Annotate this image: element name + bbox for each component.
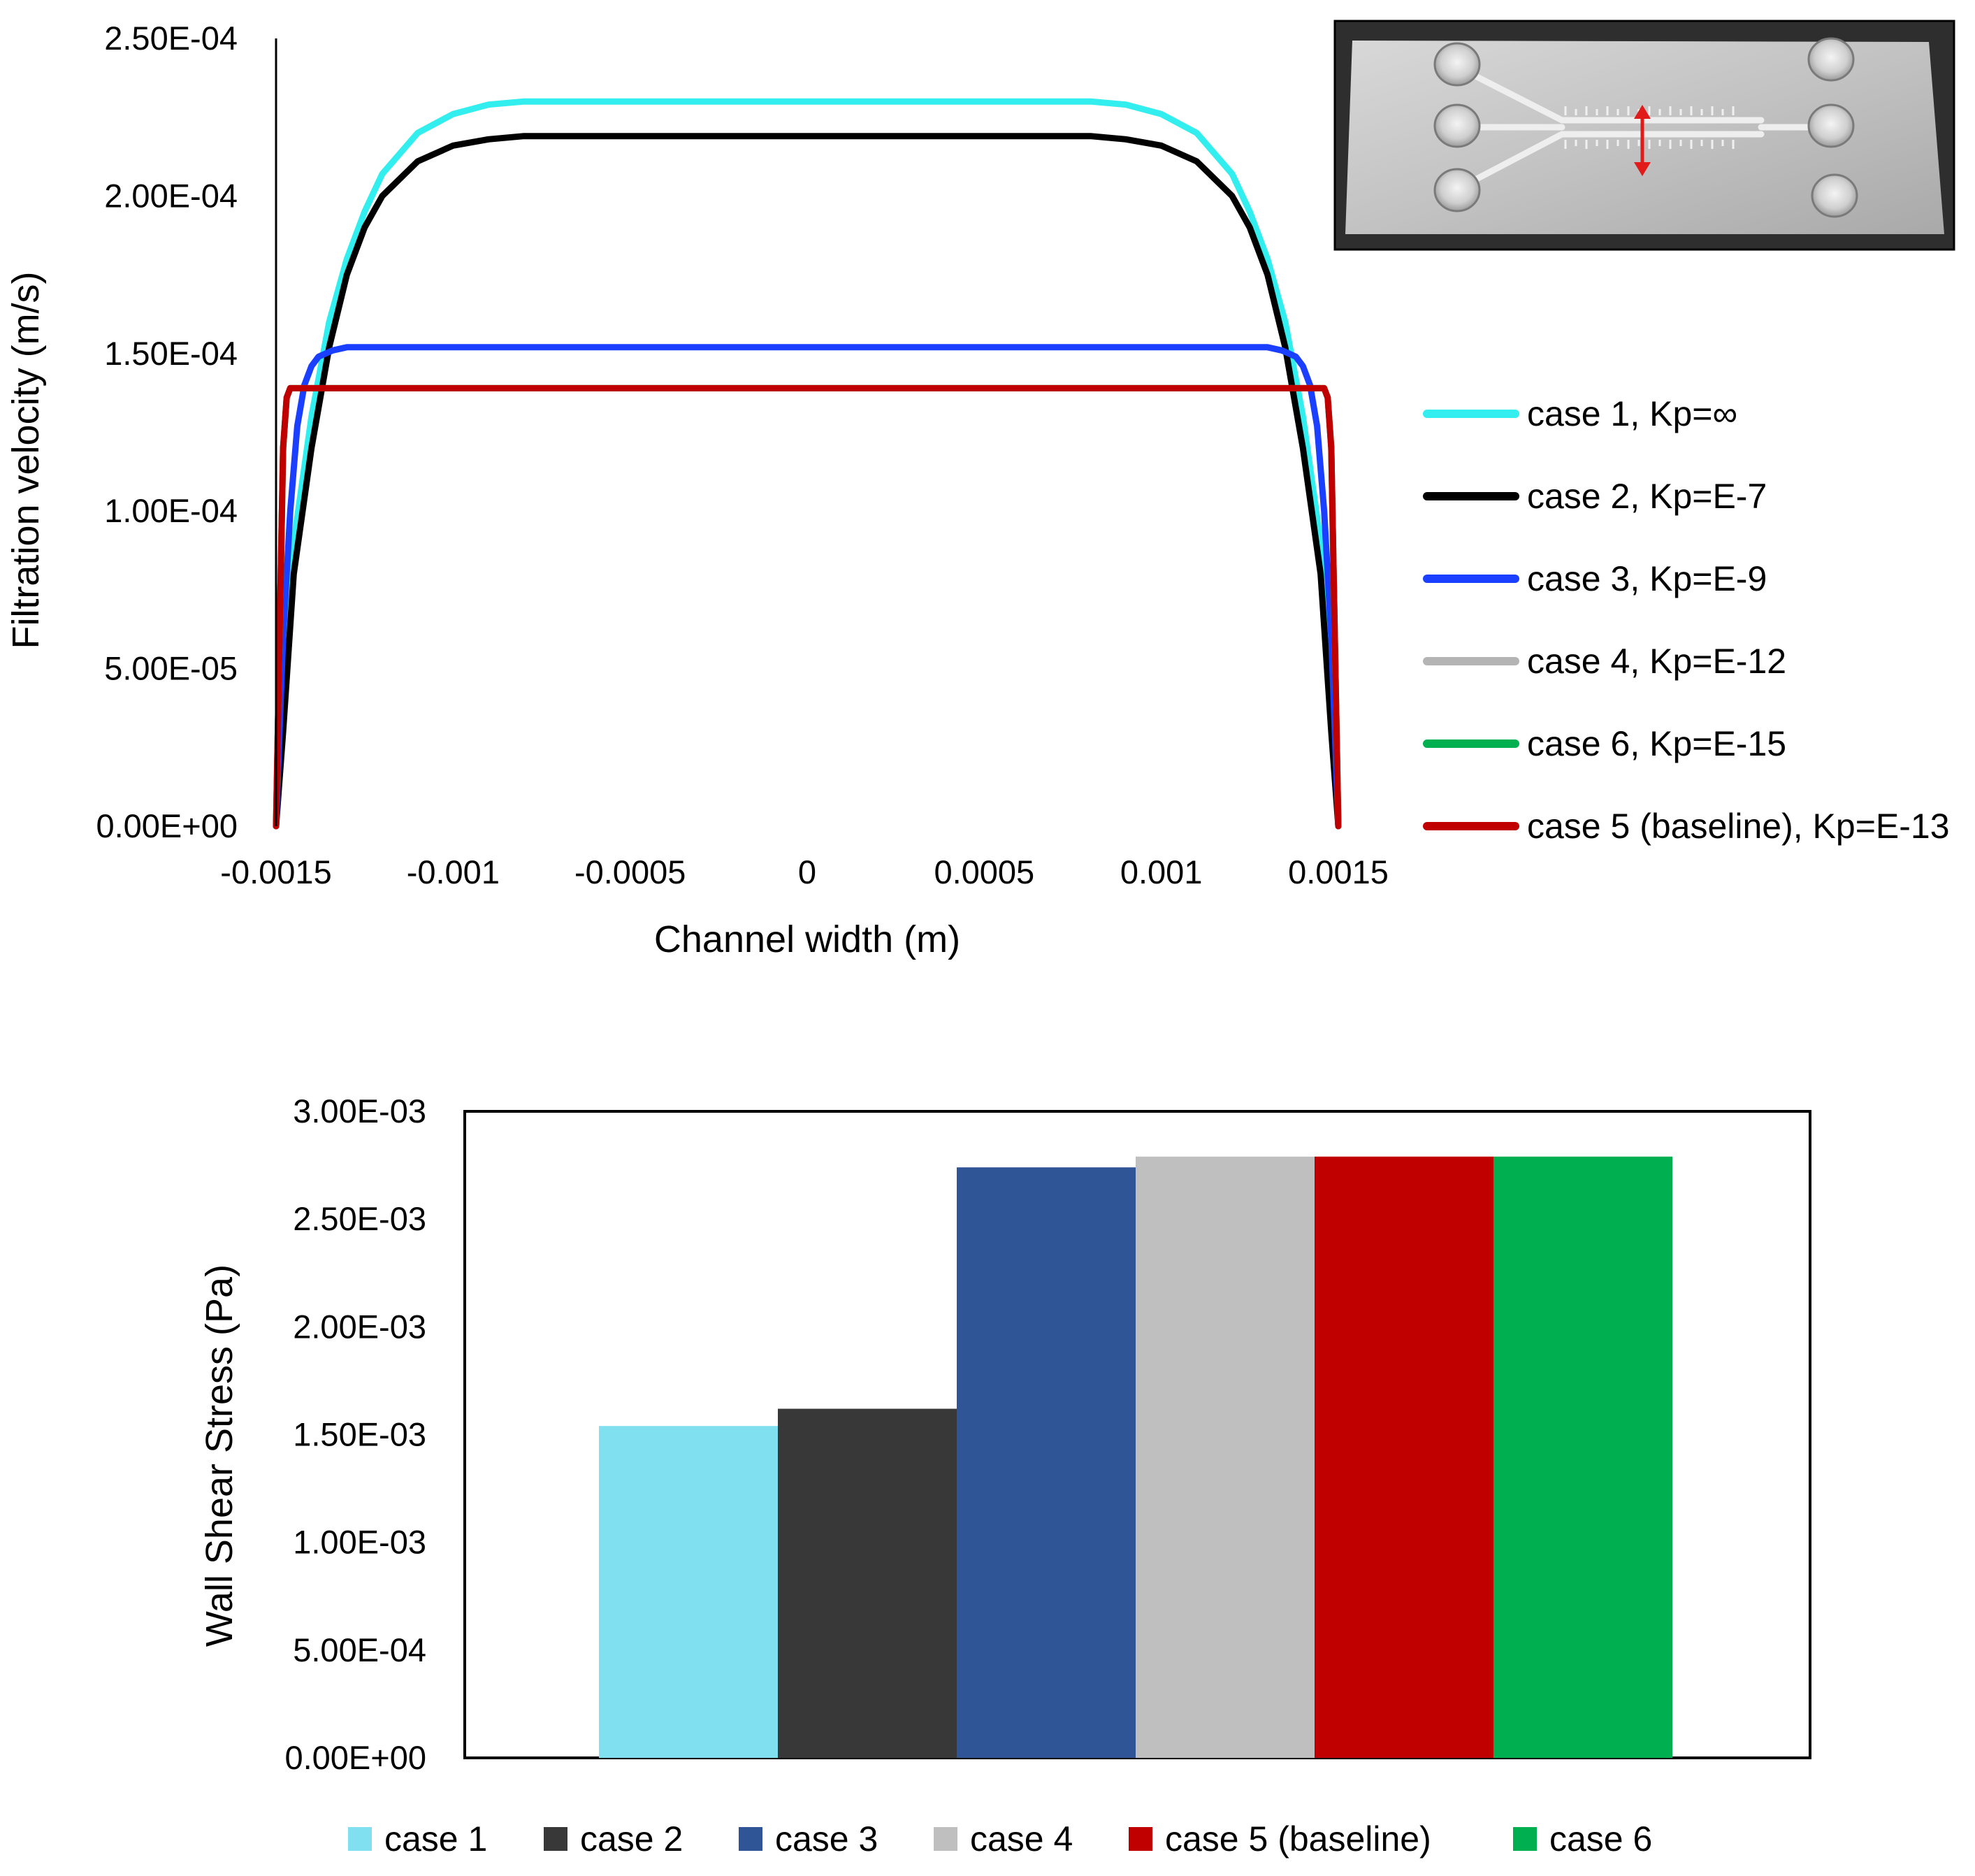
bars [599,1156,1672,1758]
legend-label: case 5 (baseline) [1165,1819,1431,1859]
y-tick-label: 2.00E-03 [293,1308,426,1345]
x-axis-title: Channel width (m) [654,918,960,960]
measurement-arrow [1634,105,1651,176]
y-tick-label: 2.00E-04 [104,177,238,214]
legend-label: case 6 [1549,1819,1652,1859]
legend-label: case 4, Kp=E-12 [1527,642,1786,681]
y-tick-label: 2.50E-04 [104,20,238,57]
legend-swatch [934,1827,957,1851]
device-photo-inset [1333,20,1955,251]
bar [1315,1156,1493,1758]
series-line [273,384,1342,830]
legend-swatch [544,1827,567,1851]
legend-label: case 2, Kp=E-7 [1527,477,1767,516]
bar [957,1167,1136,1758]
y-tick-label: 5.00E-04 [293,1631,426,1668]
y-tick-label: 0.00E+00 [96,807,238,844]
legend-label: case 5 (baseline), Kp=E-13 [1527,807,1950,846]
filtration-velocity-chart: 0.00E+00 5.00E-05 1.00E-04 1.50E-04 2.00E-04… [5,20,1955,960]
y-tick-label: 1.00E-03 [293,1524,426,1561]
legend-label: case 1 [384,1819,487,1859]
y-axis-title: Wall Shear Stress (Pa) [198,1264,240,1647]
series-line [273,384,1342,830]
y-tick-label: 1.50E-03 [293,1416,426,1453]
series-line [273,344,1342,830]
x-tick-label: -0.0015 [220,853,331,890]
x-tick-label: 0.0015 [1288,853,1389,890]
ruler-marks [1564,106,1735,149]
legend-swatch [1513,1827,1537,1851]
y-axis-ticks: 0.00E+00 5.00E-05 1.00E-04 1.50E-04 2.00E-04… [96,20,238,844]
y-tick-label: 1.00E-04 [104,492,238,529]
y-tick-label: 2.50E-03 [293,1200,426,1237]
legend: case 1, Kp=∞ case 2, Kp=E-7 case 3, Kp=E-9… [1423,394,1950,846]
x-tick-label: -0.001 [407,853,500,890]
bar [778,1408,957,1758]
x-tick-label: -0.0005 [574,853,686,890]
legend-label: case 2 [580,1819,683,1859]
port-wells [1433,37,1858,218]
legend-label: case 3 [775,1819,878,1859]
series-line [273,384,1342,830]
channel-network [1457,65,1821,191]
series-line [273,133,1342,830]
x-tick-label: 0.0005 [934,853,1034,890]
y-axis-title: Filtration velocity (m/s) [5,271,47,649]
x-tick-label: 0 [798,853,816,890]
y-tick-label: 5.00E-05 [104,650,238,687]
legend-label: case 6, Kp=E-15 [1527,724,1786,763]
legend-label: case 1, Kp=∞ [1527,394,1737,433]
bar [1493,1156,1672,1758]
x-tick-label: 0.001 [1120,853,1203,890]
y-tick-label: 1.50E-04 [104,335,238,372]
y-tick-label: 3.00E-03 [293,1092,426,1130]
legend-swatch [739,1827,762,1851]
legend-swatch [348,1827,372,1851]
x-axis-ticks: -0.0015 -0.001 -0.0005 0 0.0005 0.001 0.0015 [220,853,1389,890]
legend-label: case 3, Kp=E-9 [1527,559,1767,598]
bar [599,1426,778,1758]
y-tick-label: 0.00E+00 [284,1739,426,1776]
series-lines [273,98,1342,830]
legend: case 1 case 2 case 3 case 4 case 5 (baseline… [348,1819,1652,1859]
legend-swatch [1129,1827,1152,1851]
legend-label: case 4 [970,1819,1073,1859]
wall-shear-stress-chart: 0.00E+00 5.00E-04 1.00E-03 1.50E-03 2.00E-03… [198,1092,1811,1859]
y-axis-ticks: 0.00E+00 5.00E-04 1.00E-03 1.50E-03 2.00E-03… [284,1092,426,1776]
bar [1136,1156,1315,1758]
series-line [273,98,1342,830]
